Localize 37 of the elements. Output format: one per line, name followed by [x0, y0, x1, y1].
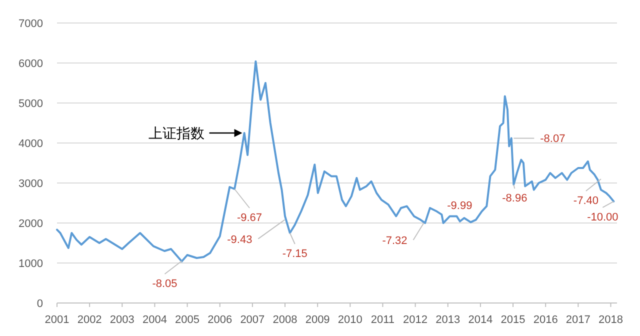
x-tick-label: 2003	[110, 314, 134, 326]
x-tick-label: 2008	[272, 314, 298, 326]
y-tick-label: 3000	[18, 178, 43, 190]
y-tick-label: 0	[36, 298, 43, 310]
annotation: -9.99	[447, 200, 472, 212]
annotation: -8.05	[152, 278, 178, 290]
text: 上证指数	[148, 126, 204, 142]
annotation: -10.00	[587, 211, 618, 224]
annotation: -7.32	[382, 235, 408, 247]
x-tick-label: 2010	[338, 314, 362, 326]
annotation: -7.15	[282, 248, 308, 260]
x-tick-label: 2017	[566, 314, 590, 326]
x-tick-label: 2011	[370, 314, 395, 326]
annotation: -7.40	[573, 195, 599, 207]
x-tick-label: 2006	[208, 314, 232, 326]
y-tick-label: 2000	[18, 218, 43, 230]
x-tick-label: 2012	[403, 314, 428, 326]
x-tick-label: 2013	[436, 314, 460, 326]
annotation: -9.43	[227, 234, 252, 246]
x-tick-label: 2014	[468, 314, 493, 326]
x-tick-label: 2016	[533, 314, 558, 326]
y-tick-label: 6000	[18, 58, 43, 70]
y-tick-label: 1000	[18, 258, 43, 270]
x-tick-label: 2018	[598, 314, 623, 326]
x-tick-label: 2009	[305, 314, 330, 326]
y-tick-label: 7000	[18, 18, 43, 30]
y-tick-label: 4000	[18, 138, 43, 150]
x-tick-label: 2002	[77, 314, 102, 326]
y-tick-label: 5000	[18, 98, 43, 110]
annotation: -8.07	[540, 133, 566, 146]
x-tick-label: 2004	[142, 314, 167, 326]
annotation: -9.67	[236, 212, 262, 224]
x-tick-label: 2001	[44, 314, 70, 326]
x-tick-label: 2007	[240, 314, 265, 326]
x-tick-label: 2005	[175, 314, 200, 326]
annotation: -8.96	[502, 192, 528, 205]
x-tick-label: 2015	[500, 314, 526, 326]
